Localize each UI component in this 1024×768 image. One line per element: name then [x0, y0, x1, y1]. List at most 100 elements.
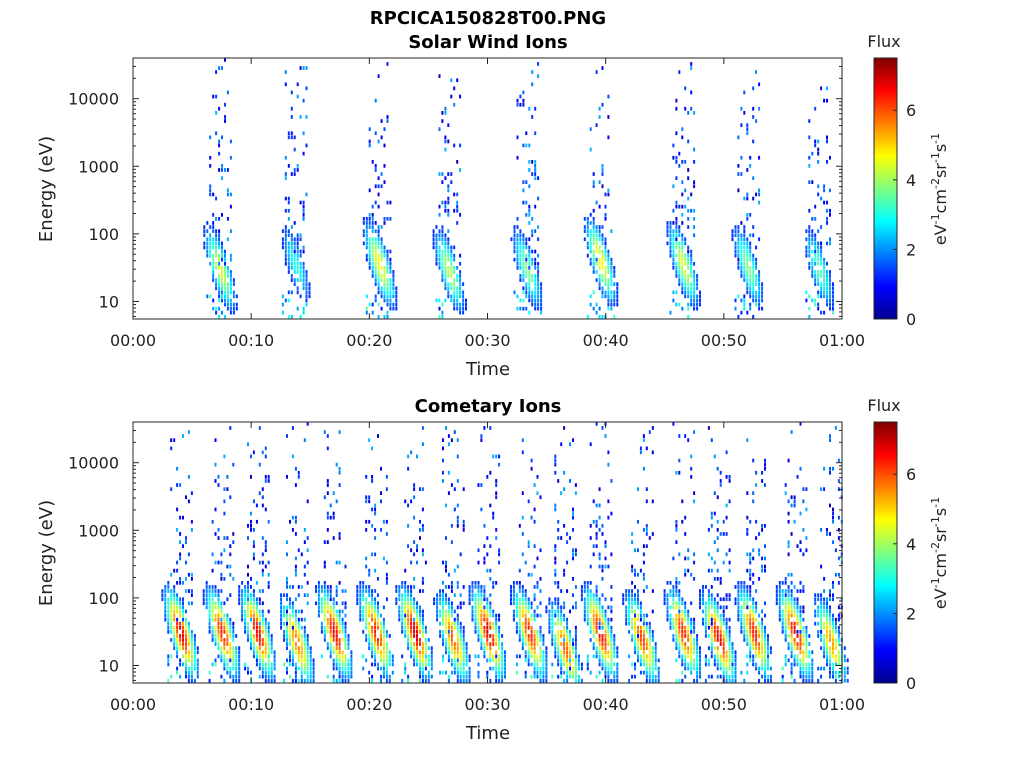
- heatmap-cell: [498, 552, 501, 557]
- heatmap-cell: [707, 605, 710, 610]
- heatmap-cell: [823, 278, 826, 282]
- heatmap-cell: [681, 662, 684, 667]
- heatmap-cell: [456, 625, 459, 630]
- heatmap-cell: [746, 528, 749, 532]
- heatmap-cell: [212, 261, 215, 266]
- heatmap-cell: [217, 483, 220, 487]
- heatmap-cell: [734, 229, 737, 233]
- heatmap-cell: [595, 593, 598, 597]
- heatmap-cell: [598, 487, 601, 491]
- heatmap-cell: [563, 605, 566, 610]
- heatmap-cell: [542, 666, 545, 671]
- heatmap-cell: [651, 499, 654, 504]
- heatmap-cell: [525, 261, 528, 266]
- heatmap-cell: [693, 678, 696, 683]
- heatmap-cell: [699, 597, 701, 602]
- heatmap-cell: [672, 237, 675, 242]
- heatmap-cell: [533, 630, 536, 634]
- heatmap-cell: [459, 282, 462, 286]
- heatmap-cell: [672, 257, 675, 262]
- heatmap-cell: [563, 646, 566, 650]
- heatmap-cell: [273, 654, 276, 659]
- heatmap-cell: [289, 585, 291, 589]
- heatmap-cell: [368, 499, 371, 504]
- heatmap-cell: [365, 495, 368, 500]
- heatmap-cell: [427, 654, 430, 659]
- heatmap-cell: [808, 314, 811, 319]
- heatmap-cell: [595, 245, 598, 250]
- heatmap-cell: [752, 609, 755, 614]
- heatmap-cell: [255, 646, 258, 650]
- heatmap-cell: [607, 290, 610, 295]
- heatmap-cell: [684, 434, 687, 438]
- heatmap-cell: [749, 572, 752, 577]
- heatmap-cell: [598, 278, 601, 282]
- heatmap-cell: [684, 261, 687, 266]
- heatmap-cell: [453, 270, 456, 274]
- heatmap-cell: [410, 638, 413, 642]
- heatmap-cell: [416, 642, 418, 646]
- heatmap-cell: [595, 123, 598, 127]
- heatmap-cell: [252, 625, 255, 630]
- heatmap-cell: [374, 266, 377, 270]
- heatmap-cell: [749, 213, 752, 217]
- heatmap-cell: [477, 585, 480, 589]
- heatmap-cell: [362, 241, 365, 246]
- heatmap-cell: [371, 253, 374, 258]
- heatmap-cell: [557, 605, 560, 610]
- heatmap-cell: [480, 507, 483, 512]
- heatmap-cell: [483, 597, 486, 602]
- heatmap-cell: [459, 552, 462, 557]
- heatmap-cell: [628, 621, 631, 626]
- heatmap-cell: [607, 270, 610, 274]
- heatmap-cell: [173, 597, 176, 602]
- heatmap-cell: [294, 630, 297, 634]
- heatmap-cell: [755, 630, 758, 634]
- heatmap-cell: [450, 180, 453, 184]
- heatmap-cell: [344, 654, 347, 659]
- heatmap-cell: [566, 532, 569, 536]
- heatmap-cell: [226, 536, 229, 540]
- heatmap-cell: [731, 670, 734, 675]
- heatmap-cell: [410, 601, 413, 606]
- heatmap-cell: [374, 257, 377, 262]
- heatmap-cell: [528, 184, 531, 189]
- heatmap-cell: [462, 654, 465, 659]
- heatmap-cell: [687, 266, 690, 270]
- heatmap-cell: [631, 634, 634, 638]
- heatmap-cell: [341, 666, 344, 671]
- heatmap-cell: [445, 536, 447, 540]
- heatmap-cell: [182, 646, 184, 650]
- heatmap-cell: [377, 139, 380, 144]
- heatmap-cell: [639, 613, 642, 618]
- heatmap-cell: [781, 621, 784, 626]
- heatmap-cell: [187, 658, 190, 663]
- heatmap-cell: [377, 270, 380, 274]
- heatmap-cell: [583, 585, 586, 589]
- heatmap-cell: [335, 609, 338, 614]
- heatmap-cell: [566, 589, 569, 593]
- heatmap-cell: [453, 650, 456, 655]
- heatmap-cell: [749, 650, 752, 655]
- heatmap-cell: [645, 544, 648, 548]
- heatmap-cell: [648, 678, 651, 683]
- heatmap-cell: [519, 278, 522, 282]
- heatmap-cell: [651, 674, 654, 679]
- heatmap-cell: [187, 552, 190, 557]
- heatmap-cell: [447, 274, 450, 278]
- heatmap-cell: [371, 642, 374, 646]
- heatmap-cell: [258, 662, 261, 667]
- heatmap-cell: [289, 601, 291, 606]
- heatmap-cell: [287, 164, 290, 168]
- heatmap-cell: [229, 282, 232, 286]
- heatmap-cell: [341, 662, 344, 667]
- heatmap-cell: [226, 306, 229, 311]
- heatmap-cell: [666, 229, 669, 233]
- heatmap-cell: [749, 249, 752, 254]
- heatmap-cell: [672, 625, 675, 630]
- heatmap-cell: [539, 589, 542, 593]
- heatmap-cell: [374, 278, 377, 282]
- heatmap-cell: [616, 294, 619, 299]
- heatmap-cell: [267, 572, 270, 577]
- heatmap-cell: [382, 646, 385, 650]
